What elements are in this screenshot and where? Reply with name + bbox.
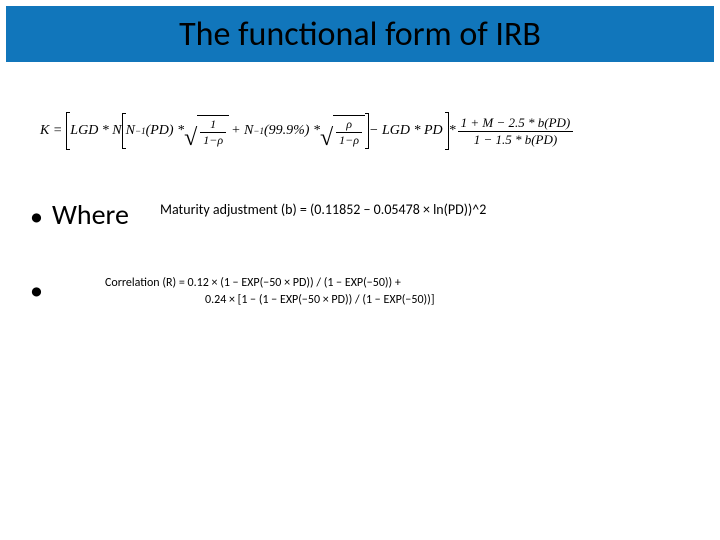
title-bar: The functional form of IRB xyxy=(6,6,714,62)
frac-2: ρ 1−ρ xyxy=(336,117,362,147)
maturity-adjustment-formula: Maturity adjustment (b) = (0.11852 − 0.0… xyxy=(160,201,486,218)
formula-pd-in: (PD) * xyxy=(146,123,185,139)
formula-minus-lgdpd: − LGD * PD xyxy=(369,123,443,139)
slide-title: The functional form of IRB xyxy=(179,14,541,55)
frac2-den: 1−ρ xyxy=(336,133,362,147)
formula-lhs: K = xyxy=(40,123,62,139)
correlation-formula: Correlation (R) = 0.12 × (1 − EXP(−50 × … xyxy=(105,275,435,309)
formula-ninv99: (99.9%) * xyxy=(264,123,320,139)
formula-ninv-sup: −1 xyxy=(135,126,146,136)
frac1-den: 1−ρ xyxy=(200,133,226,147)
correlation-line-1: Correlation (R) = 0.12 × (1 − EXP(−50 × … xyxy=(105,275,435,292)
correlation-line-2: 0.24 × [1 − (1 − EXP(−50 × PD)) / (1 − E… xyxy=(205,292,435,309)
frac2-num: ρ xyxy=(336,117,362,132)
where-label: Where xyxy=(52,197,129,232)
sqrt-2: √ ρ 1−ρ xyxy=(320,115,365,147)
formula-star: * xyxy=(449,123,456,139)
bullet-2: • xyxy=(30,274,43,306)
bullet-1: • xyxy=(30,200,43,232)
frac3-num: 1 + M − 2.5 * b(PD) xyxy=(458,115,574,132)
formula-k: K = LGD * N N −1 (PD) * √ 1 1−ρ + N −1 (… xyxy=(40,112,680,150)
frac-1: 1 1−ρ xyxy=(200,117,226,147)
formula-plus-ninv: + N xyxy=(231,123,253,139)
frac3-den: 1 − 1.5 * b(PD) xyxy=(458,132,574,148)
formula-ninv2-sup: −1 xyxy=(253,126,264,136)
sqrt-symbol-2: √ xyxy=(320,118,333,150)
formula-lgdn: LGD * N xyxy=(70,123,121,139)
sqrt-1: √ 1 1−ρ xyxy=(184,115,229,147)
formula-ninv: N xyxy=(126,123,135,139)
sqrt-symbol-1: √ xyxy=(184,118,197,150)
formula-k-container: K = LGD * N N −1 (PD) * √ 1 1−ρ + N −1 (… xyxy=(40,112,680,160)
frac1-num: 1 xyxy=(200,117,226,132)
frac-3: 1 + M − 2.5 * b(PD) 1 − 1.5 * b(PD) xyxy=(458,115,574,147)
